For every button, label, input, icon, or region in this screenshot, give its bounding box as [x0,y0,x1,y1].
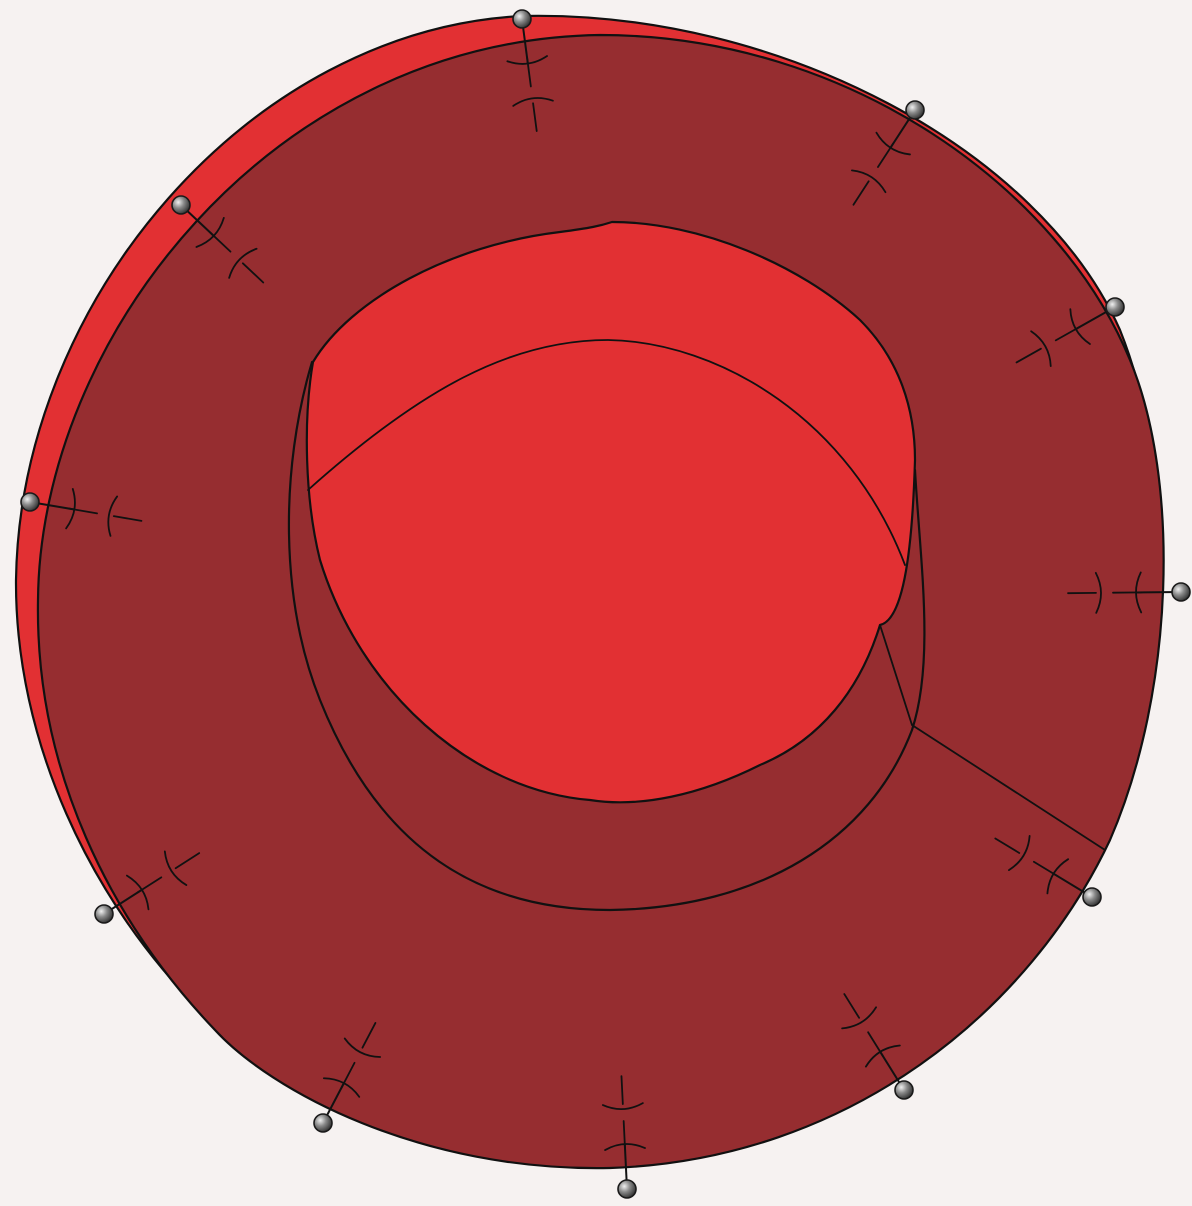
stitch-tick [620,1075,624,1106]
stitch-mark [163,850,188,886]
crown-seam [879,624,1106,851]
stitch-tick [622,1120,626,1150]
stitch-mark [343,1037,382,1058]
stitch-mark [1030,330,1052,368]
pin [1067,571,1191,614]
stitch-tick [340,1061,356,1089]
stitch-tick [1032,860,1059,878]
pin-head [894,1080,914,1100]
stitch-mark [851,169,887,194]
stitch-mark [228,247,258,279]
pin [506,9,554,132]
stitch-mark [601,1102,644,1110]
pin-head [617,1179,637,1199]
stitch-tick [867,1031,884,1057]
crown-crease [307,339,906,566]
pin [313,1022,382,1133]
pin-head [512,9,532,29]
stitch-tick [843,993,861,1019]
stitch-tick [994,837,1021,854]
stitch-tick [112,515,143,522]
crown-top [305,220,917,804]
stitch-tick [136,876,163,894]
pin-head [1171,582,1191,602]
pin [94,850,201,924]
pin-head [94,904,114,924]
pin-head [1082,887,1102,907]
pin [994,834,1102,907]
stitch-tick [361,1022,377,1049]
pin-head [1105,297,1125,317]
stitch-tick [241,262,265,284]
pin [1015,297,1125,368]
stitch-tick [174,852,201,870]
pin-head [313,1113,333,1133]
stitch-tick [1015,347,1042,364]
pin-head [905,100,925,120]
stitch-tick [68,507,98,515]
stitch-mark [107,495,119,537]
stitch-tick [852,180,870,206]
stitch-tick [532,102,538,132]
stitch-tick [209,231,232,253]
stitch-tick [877,142,895,168]
stitch-mark [1008,834,1031,871]
stitch-mark [512,97,554,107]
pin [841,993,914,1100]
pin [851,100,925,206]
pin [20,488,143,537]
stitch-tick [1054,325,1082,342]
pin-head [20,492,40,512]
pins [20,9,1191,1199]
pin [171,195,265,284]
stitch-mark [1094,571,1102,614]
stitch-mark [841,1006,877,1030]
pin [601,1075,646,1199]
stitch-tick [526,57,532,88]
pin-head [171,195,191,215]
